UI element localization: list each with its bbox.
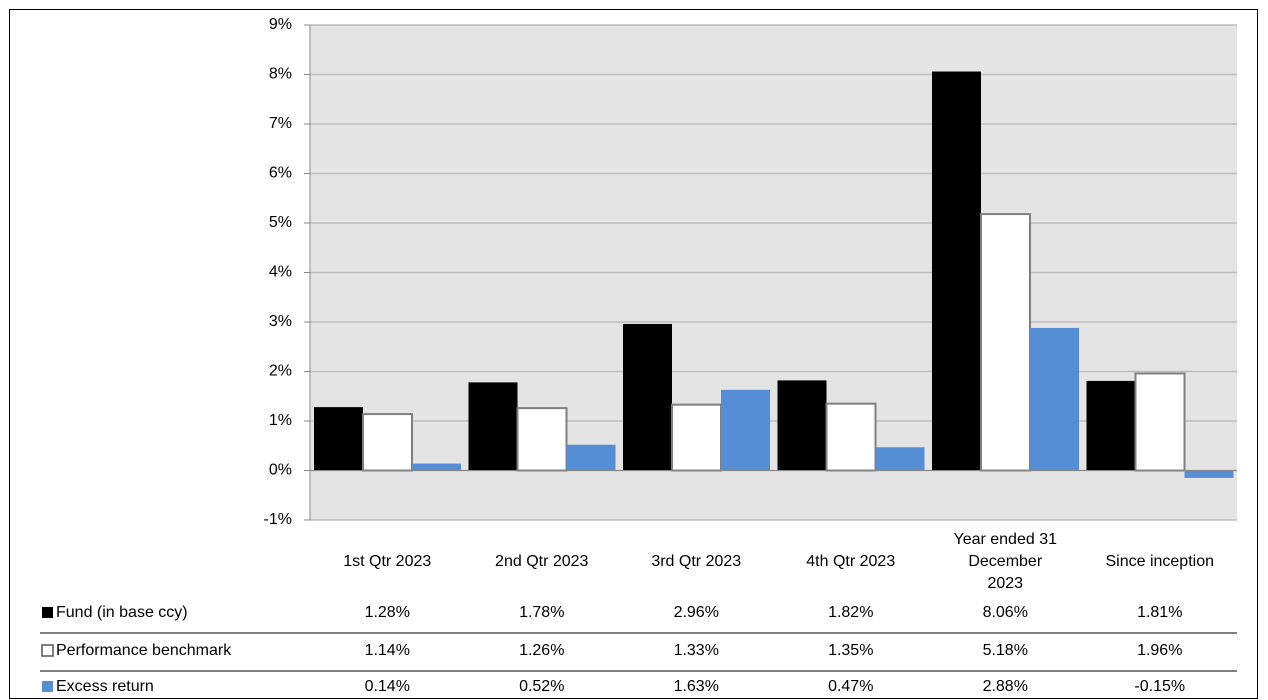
frame [9,9,1258,699]
x-tick-label: 2nd Qtr 2023 [495,553,589,570]
table-value: 1.14% [365,642,410,659]
bar [362,413,413,472]
table-value: 1.96% [1137,642,1182,659]
table-value: 1.35% [828,642,873,659]
y-tick-label: 3% [269,313,292,330]
y-tick-label: 1% [269,412,292,429]
table-value: 1.78% [519,604,564,621]
bar [1030,327,1079,471]
bar [1134,372,1186,472]
y-tick-label: 0% [269,462,292,479]
x-tick-label: 3rd Qtr 2023 [651,553,742,570]
bar [412,463,461,471]
table-value: 0.52% [519,678,564,695]
bar [980,213,1031,472]
legend-swatch [42,607,53,618]
table-value: 1.63% [674,678,719,695]
y-tick-label: 5% [269,214,292,231]
table-value: 1.82% [828,604,873,621]
y-tick-label: 8% [269,66,292,83]
table-value: 1.26% [519,642,564,659]
x-tick-label: 4th Qtr 2023 [806,553,896,570]
table-value: 8.06% [983,604,1028,621]
legend-label: Performance benchmark [56,642,232,659]
bar [566,444,616,471]
bar [721,389,770,471]
legend-swatch [42,681,53,692]
bar [1086,380,1136,471]
table-value: 1.33% [674,642,719,659]
bar [777,380,827,471]
x-tick-label: 1st Qtr 2023 [343,553,432,570]
table-value: 1.81% [1137,604,1182,621]
legend-label: Fund (in base ccy) [56,604,188,621]
bar [516,407,568,472]
legend-label: Excess return [56,678,154,695]
table-value: -0.15% [1134,678,1185,695]
bar [1184,470,1234,478]
y-tick-label: 6% [269,165,292,182]
bar [932,71,981,471]
y-tick-label: 4% [269,264,292,281]
bar [825,402,877,472]
bar [623,323,672,471]
x-tick-label: Year ended 31 December 2023 [953,531,1057,592]
y-tick-label: 7% [269,115,292,132]
y-tick-label: 9% [269,16,292,33]
table-value: 5.18% [983,642,1028,659]
x-tick-label: Since inception [1105,553,1214,570]
bar [468,382,518,471]
table-value: 0.14% [365,678,410,695]
legend-swatch [41,644,54,657]
bar [314,407,363,471]
bar [875,447,925,471]
bar [671,403,722,472]
y-tick-label: -1% [264,511,292,528]
table-value: 1.28% [365,604,410,621]
table-value: 2.88% [983,678,1028,695]
table-value: 0.47% [828,678,873,695]
table-value: 2.96% [674,604,719,621]
y-tick-label: 2% [269,363,292,380]
